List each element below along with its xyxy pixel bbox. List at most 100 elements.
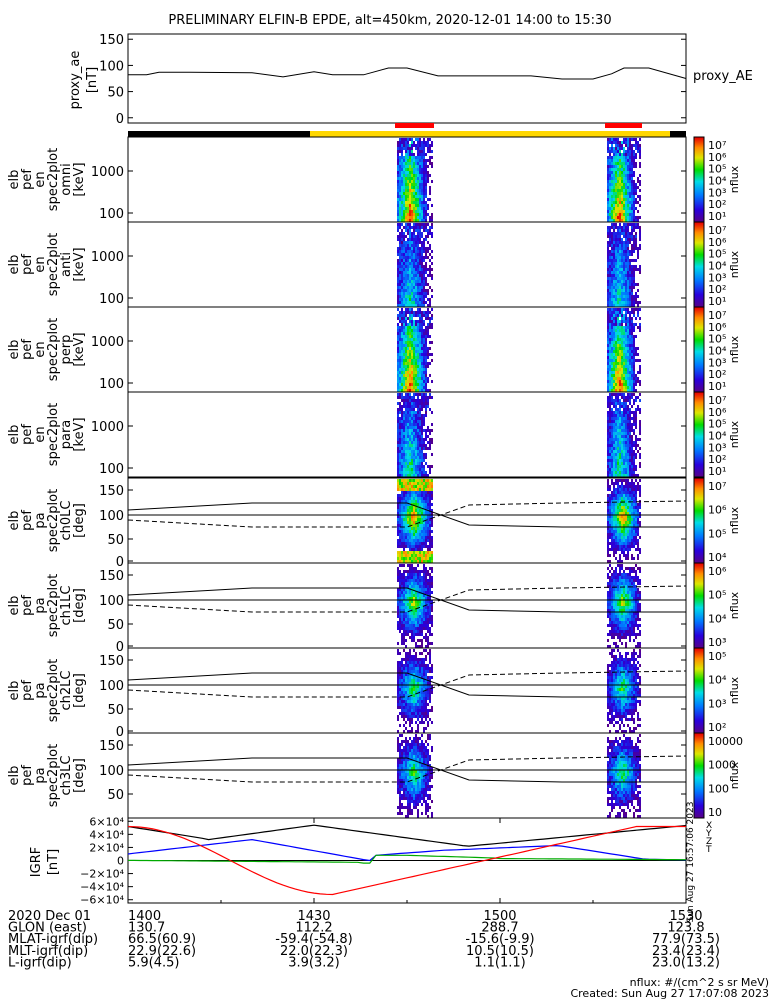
- spectrogram-cell: [421, 386, 423, 389]
- spectrogram-cell: [409, 326, 411, 329]
- spectrogram-cell: [401, 192, 403, 195]
- spectrogram-cell: [637, 177, 639, 180]
- spectrogram-cell: [613, 371, 615, 374]
- spectrogram-cell: [613, 156, 615, 159]
- spectrogram-cell: [411, 338, 413, 341]
- spectrogram-cell: [409, 174, 411, 177]
- spectrogram-cell: [405, 500, 407, 503]
- colorbar-cell: [694, 556, 704, 558]
- spectrogram-cell: [611, 162, 613, 165]
- spectrogram-cell: [409, 383, 411, 386]
- spectrogram-cell: [423, 183, 425, 186]
- colorbar-cell: [694, 428, 704, 430]
- spectrogram-cell: [609, 320, 611, 323]
- spectrogram-cell: [639, 393, 641, 396]
- spectrogram-cell: [403, 338, 405, 341]
- spectrogram-ylabel: pa: [33, 512, 48, 528]
- spectrogram-cell: [409, 536, 411, 539]
- spectrogram-cell: [621, 497, 623, 500]
- spectrogram-cell: [633, 533, 635, 536]
- spectrogram-cell: [607, 159, 609, 162]
- colorbar-cell: [694, 218, 704, 220]
- colorbar-cell: [694, 166, 704, 168]
- spectrogram-cell: [417, 171, 419, 174]
- spectrogram-cell: [401, 471, 403, 474]
- spectrogram-cell: [633, 482, 635, 485]
- spectrogram-cell: [609, 500, 611, 503]
- spectrogram-cell: [409, 389, 411, 392]
- spectrogram-cell: [617, 509, 619, 512]
- spectrogram-cell: [423, 192, 425, 195]
- spectrogram-cell: [629, 292, 631, 295]
- colorbar-cell: [694, 365, 704, 367]
- spectrogram-cell: [409, 579, 411, 582]
- spectrogram-cell: [411, 192, 413, 195]
- colorbar-cell: [694, 193, 704, 195]
- spectrogram-cell: [607, 453, 609, 456]
- colorbar-cell: [694, 149, 704, 151]
- spectrogram-cell: [631, 365, 633, 368]
- spectrogram-cell: [403, 347, 405, 350]
- colorbar-cell: [694, 329, 704, 331]
- spectrogram-cell: [415, 156, 417, 159]
- colorbar-cell: [694, 557, 704, 559]
- spectrogram-cell: [397, 414, 399, 417]
- spectrogram-cell: [425, 210, 427, 213]
- spectrogram-cell: [413, 393, 415, 396]
- spectrogram-cell: [631, 389, 633, 392]
- spectrogram-cell: [619, 289, 621, 292]
- spectrogram-cell: [403, 326, 405, 329]
- spectrogram-cell: [425, 229, 427, 232]
- spectrogram-cell: [427, 180, 429, 183]
- spectrogram-cell: [409, 147, 411, 150]
- colorbar-cell: [694, 336, 704, 338]
- spectrogram-cell: [401, 374, 403, 377]
- spectrogram-cell: [411, 399, 413, 402]
- spectrogram-cell: [629, 265, 631, 268]
- spectrogram-cell: [621, 521, 623, 524]
- spectrogram-cell: [407, 497, 409, 500]
- spectrogram-cell: [613, 353, 615, 356]
- spectrogram-cell: [607, 405, 609, 408]
- spectrogram-cell: [613, 423, 615, 426]
- spectrogram-cell: [623, 536, 625, 539]
- spectrogram-cell: [397, 474, 399, 477]
- spectrogram-cell: [407, 177, 409, 180]
- spectrogram-cell: [627, 347, 629, 350]
- spectrogram-cell: [411, 435, 413, 438]
- spectrogram-cell: [621, 308, 623, 311]
- spectrogram-cell: [627, 494, 629, 497]
- spectrogram-cell: [413, 530, 415, 533]
- colorbar-cell: [694, 281, 704, 283]
- spectrogram-cell: [407, 560, 409, 563]
- spectrogram-cell: [405, 244, 407, 247]
- spectrogram-cell: [415, 482, 417, 485]
- spectrogram-cell: [407, 603, 409, 606]
- spectrogram-cell: [407, 159, 409, 162]
- spectrogram-cell: [623, 286, 625, 289]
- spectrogram-cell: [621, 314, 623, 317]
- spectrogram-cell: [413, 268, 415, 271]
- spectrogram-cell: [403, 389, 405, 392]
- spectrogram-cell: [619, 235, 621, 238]
- spectrogram-cell: [431, 512, 433, 515]
- spectrogram-cell: [621, 365, 623, 368]
- spectrogram-cell: [405, 374, 407, 377]
- spectrogram-cell: [407, 582, 409, 585]
- spectrogram-cell: [401, 280, 403, 283]
- spectrogram-cell: [407, 630, 409, 633]
- spectrogram-cell: [427, 235, 429, 238]
- spectrogram-cell: [415, 386, 417, 389]
- colorbar-cell: [694, 431, 704, 433]
- spectrogram-cell: [627, 548, 629, 551]
- colorbar-cell: [694, 436, 704, 438]
- spectrogram-cell: [613, 147, 615, 150]
- spectrogram-cell: [607, 314, 609, 317]
- spectrogram-cell: [427, 494, 429, 497]
- colorbar-cell: [694, 488, 704, 490]
- spectrogram-cell: [409, 485, 411, 488]
- spectrogram-cell: [417, 329, 419, 332]
- spectrogram-cell: [627, 471, 629, 474]
- spectrogram-cell: [409, 518, 411, 521]
- spectrogram-cell: [417, 198, 419, 201]
